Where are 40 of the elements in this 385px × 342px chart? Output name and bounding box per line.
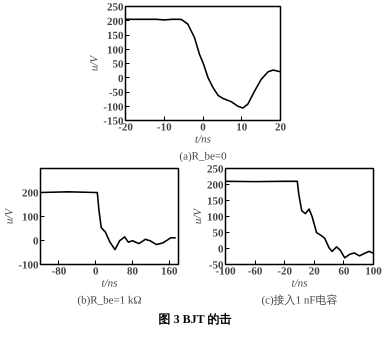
y-tick-label: 150 — [107, 30, 124, 42]
x-tick-label: -20 — [118, 122, 134, 134]
x-tick-label: 60 — [338, 266, 350, 278]
y-tick-label: 250 — [107, 2, 124, 14]
x-tick-label: 20 — [275, 122, 286, 134]
y-tick-label: 200 — [207, 180, 224, 192]
x-tick-label: 10 — [236, 122, 248, 134]
y-tick-label: 0 — [118, 72, 124, 85]
y-tick-label: 50 — [212, 228, 224, 240]
y-axis-title: u/V — [88, 54, 100, 72]
x-tick-label: -20 — [277, 266, 293, 278]
text: (c)接入1 nF电容 — [261, 294, 338, 306]
y-tick-label: 100 — [207, 212, 224, 224]
y-tick-label: 0 — [33, 236, 39, 248]
y-tick-label: 100 — [22, 212, 39, 224]
text: (a)R_be=0 — [179, 150, 228, 162]
x-axis-title: t/ns — [195, 134, 211, 146]
y-tick-label: -100 — [103, 101, 124, 114]
y-tick-label: 250 — [207, 164, 224, 176]
x-tick-label: 80 — [127, 266, 138, 278]
y-tick-label: 200 — [107, 16, 124, 28]
x-axis-title: t/ns — [102, 278, 118, 290]
y-tick-label: -50 — [108, 87, 124, 99]
y-axis-title: u/V — [192, 208, 204, 224]
y-tick-label: 200 — [22, 188, 39, 200]
x-tick-label: -10 — [156, 122, 172, 134]
y-tick-label: 0 — [218, 244, 224, 256]
x-tick-label: 0 — [92, 266, 99, 278]
x-tick-label: 160 — [161, 266, 178, 278]
x-tick-label: 20 — [308, 266, 320, 278]
y-axis-title: u/V — [3, 208, 16, 224]
x-axis-title: t/ns — [292, 278, 308, 290]
x-tick-label: -80 — [52, 266, 67, 278]
y-tick-label: 150 — [207, 196, 224, 208]
x-tick-label: -60 — [248, 266, 263, 278]
y-tick-label: 100 — [107, 44, 124, 56]
text: (b)R_be=1 kΩ — [77, 294, 142, 306]
y-tick-label: 50 — [112, 58, 124, 70]
x-tick-label: 100 — [365, 266, 382, 278]
caption: 图 3 BJT 的击 — [158, 311, 232, 328]
